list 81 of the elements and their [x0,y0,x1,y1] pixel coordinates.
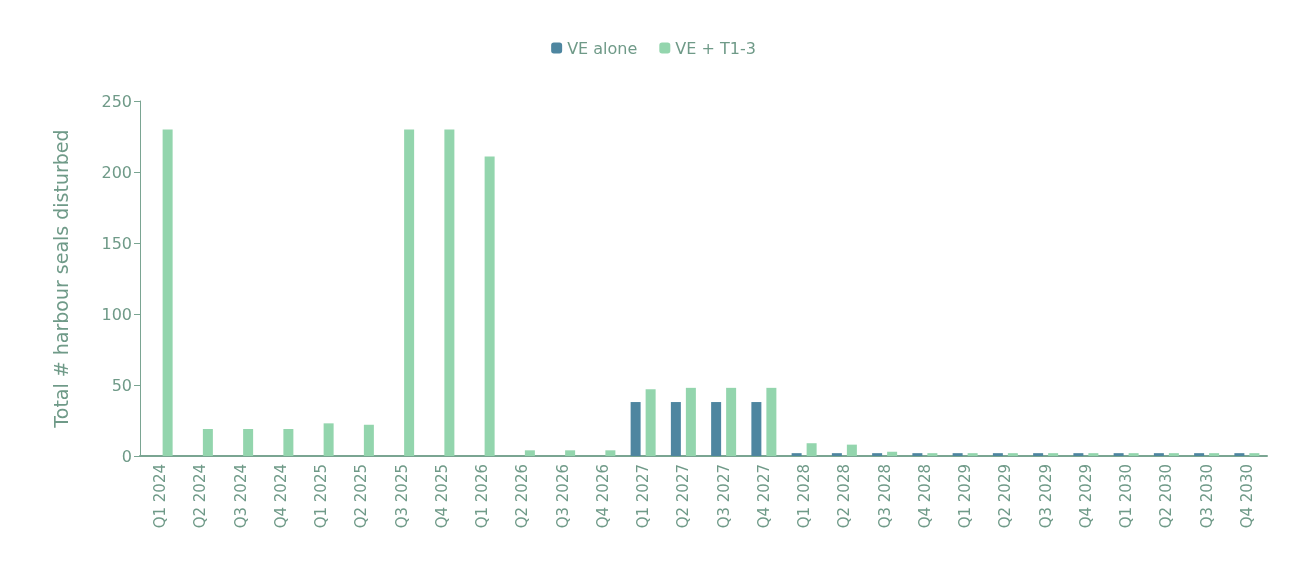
legend-label: VE + T1-3 [675,38,756,58]
y-tick-label: 50 [111,375,132,395]
bar [605,450,616,456]
x-tick-label: Q4 2029 [1076,464,1095,529]
x-tick-label: Q4 2028 [915,464,934,529]
bar [283,429,294,456]
x-tick-label: Q1 2025 [312,464,331,529]
bar [670,402,681,456]
x-tick-label: Q4 2030 [1237,464,1256,529]
bar [484,156,495,456]
bar [202,429,213,456]
x-tick-label: Q1 2029 [956,464,975,529]
x-tick-label: Q3 2025 [392,464,411,529]
x-tick-label: Q3 2027 [714,464,733,529]
bar [872,453,883,456]
bar [846,444,857,456]
bar [1194,453,1205,456]
bar [751,402,762,456]
bar [1073,453,1084,456]
bar [444,129,455,456]
x-tick-label: Q2 2030 [1157,464,1176,529]
bar [806,443,817,456]
bar [1234,453,1245,456]
bar [887,451,898,456]
bar [645,389,656,456]
y-tick-label: 0 [121,446,132,466]
bar [1113,453,1124,456]
y-tick-label: 150 [101,233,132,253]
bar [967,453,978,456]
y-tick-label: 100 [101,304,132,324]
bar [1033,453,1044,456]
x-tick-label: Q3 2026 [553,464,572,529]
x-tick-label: Q2 2025 [352,464,371,529]
bar [1007,453,1018,456]
bar [992,453,1003,456]
bar [1249,453,1260,456]
bar [685,387,696,456]
x-tick-label: Q3 2024 [231,464,250,529]
x-tick-label: Q3 2029 [1036,464,1055,529]
bar [952,453,963,456]
y-axis-title: Total # harbour seals disturbed [49,129,72,429]
bar [1209,453,1220,456]
bar [927,453,938,456]
bar [162,129,173,456]
x-tick-label: Q2 2024 [191,464,210,529]
x-tick-label: Q4 2025 [432,464,451,529]
x-tick-label: Q2 2028 [835,464,854,529]
legend-label: VE alone [567,38,638,58]
bar [831,453,842,456]
bar [363,424,374,456]
bar [1153,453,1164,456]
y-tick-label: 200 [101,162,132,182]
bar [323,423,334,456]
bar [791,453,802,456]
bar [726,387,737,456]
x-tick-label: Q4 2026 [593,464,612,529]
bar [1088,453,1099,456]
bar [524,450,535,456]
bar [1168,453,1179,456]
x-tick-label: Q2 2026 [513,464,532,529]
bar [912,453,923,456]
x-tick-label: Q4 2027 [754,464,773,529]
y-tick-label: 250 [101,91,132,111]
x-tick-label: Q2 2029 [996,464,1015,529]
x-tick-label: Q4 2024 [271,464,290,529]
x-tick-label: Q1 2028 [795,464,814,529]
x-tick-label: Q3 2030 [1197,464,1216,529]
bar [630,402,641,456]
bar [1048,453,1059,456]
bar [404,129,415,456]
x-tick-label: Q1 2027 [634,464,653,529]
x-tick-label: Q1 2026 [473,464,492,529]
x-tick-label: Q2 2027 [674,464,693,529]
bar [711,402,722,456]
x-tick-label: Q1 2024 [151,464,170,529]
x-tick-label: Q3 2028 [875,464,894,529]
bar [243,429,254,456]
bar [1128,453,1139,456]
bar [565,450,576,456]
bar [766,387,777,456]
x-tick-label: Q1 2030 [1117,464,1136,529]
